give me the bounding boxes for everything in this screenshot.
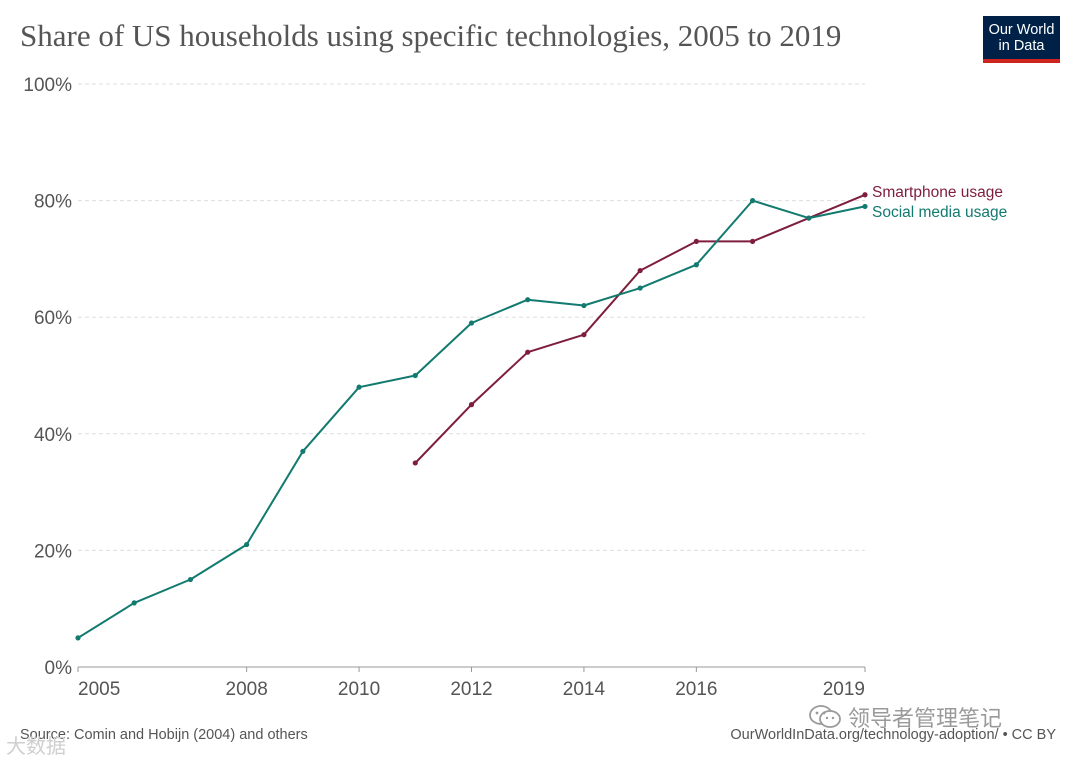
data-point-social-media-usage [187,576,194,583]
watermark: 领导者管理笔记 [808,701,1002,733]
data-point-social-media-usage [412,372,418,379]
watermark-secondary: 大数据 [6,734,66,758]
data-point-smartphone-usage [581,332,587,338]
logo-line-1: Our World [988,22,1055,38]
data-point-social-media-usage [356,384,362,390]
data-point-social-media-usage [749,198,756,204]
chart-title: Share of US households using specific te… [20,18,842,53]
x-tick-label: 2016 [675,679,717,700]
axis-layer: 0% 20% 40% 60% 80% 100% 2005 2008 2010 2012 2014 20… [23,75,866,700]
x-tick-label: 2014 [563,679,606,700]
series-label-layer: Smartphone usage Social media usage [872,184,1007,221]
data-point-smartphone-usage [468,402,475,408]
data-point-smartphone-usage [749,238,756,245]
y-tick-label: 0% [45,658,73,679]
x-tick-label: 2008 [226,679,268,700]
credit-link[interactable]: OurWorldInData.org/technology-adoption/ … [730,727,1056,743]
series-label-smartphone-usage: Smartphone usage [872,184,1003,201]
y-tick-label: 80% [34,192,72,213]
data-point-social-media-usage [806,215,812,221]
x-tick-label: 2019 [823,679,865,700]
data-point-smartphone-usage [412,460,418,466]
y-tick-label: 20% [34,541,72,562]
data-point-social-media-usage [300,448,306,454]
data-point-smartphone-usage [525,349,531,355]
y-tick-label: 100% [23,75,72,96]
y-tick-label: 60% [34,308,72,329]
data-point-social-media-usage [581,302,587,309]
grid-layer [78,83,865,551]
wechat-icon [809,705,841,728]
series-line-social-media-usage [77,199,866,639]
series-label-social-media-usage: Social media usage [872,204,1007,221]
data-point-social-media-usage [75,635,81,641]
data-point-social-media-usage [637,285,643,291]
data-point-social-media-usage [468,320,475,326]
data-point-social-media-usage [131,600,137,606]
owid-logo[interactable]: Our World in Data [983,16,1060,63]
data-point-social-media-usage [244,541,250,548]
x-tick-label: 2010 [338,679,380,700]
watermark-text: 领导者管理笔记 [848,707,1003,732]
data-point-social-media-usage [525,297,531,303]
data-point-smartphone-usage [862,192,868,198]
x-tick-label: 2005 [78,679,120,700]
series-line-smartphone-usage [414,193,866,464]
logo-line-2: in Data [998,38,1045,54]
series-layer [75,192,868,641]
source-note: Source: Comin and Hobijn (2004) and othe… [20,727,308,743]
data-point-smartphone-usage [693,238,699,245]
x-tick-label: 2012 [450,679,492,700]
y-tick-label: 40% [34,425,72,446]
data-point-social-media-usage [693,262,699,268]
data-point-social-media-usage [862,203,868,210]
data-point-smartphone-usage [637,267,643,274]
